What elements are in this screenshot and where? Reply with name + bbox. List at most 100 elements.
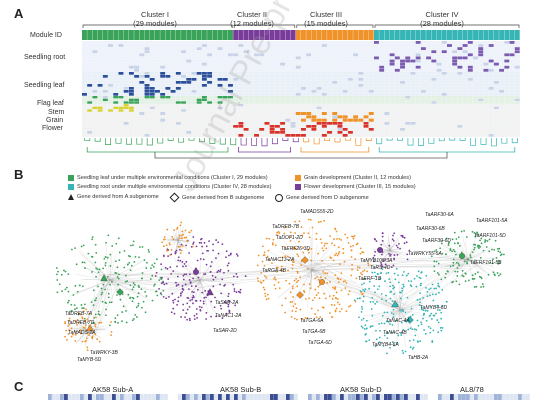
panel-c-cell	[152, 394, 156, 400]
gene-label: TaMYB108-3A	[360, 258, 392, 264]
panel-c-cell	[144, 394, 148, 400]
gene-label: TaNAC-4B	[383, 330, 407, 336]
panel-c-title-sub-d: AK58 Sub-D	[340, 385, 382, 394]
panel-c-cell	[132, 394, 136, 400]
gene-label: TaNAC13-2A	[265, 257, 294, 263]
panel-c-cell	[140, 394, 144, 400]
panel-c-cell	[60, 394, 64, 400]
gene-label: TaDREB-7A	[65, 311, 92, 317]
panel-c-cell	[186, 394, 190, 400]
panel-c-cell	[246, 394, 250, 400]
panel-c-cell	[52, 394, 56, 400]
panel-c-cell	[376, 394, 380, 400]
panel-c-cell	[494, 394, 498, 400]
panel-c-cell	[262, 394, 266, 400]
panel-c-cell	[518, 394, 522, 400]
panel-c-cell	[218, 394, 222, 400]
panel-c-cell	[238, 394, 242, 400]
panel-c-cell	[462, 394, 466, 400]
gene-label: TaERF-1B	[358, 276, 381, 282]
gene-label: TaHB-2A	[408, 355, 428, 361]
panel-c-cell	[502, 394, 506, 400]
gene-label: TaARF30-6B	[416, 226, 445, 232]
panel-c-cell	[76, 394, 80, 400]
panel-c-cell	[226, 394, 230, 400]
panel-c-cell	[222, 394, 226, 400]
panel-c-cell	[178, 394, 182, 400]
panel-c-title-sub-b: AK58 Sub-B	[220, 385, 261, 394]
gene-label: TaRS-4D	[370, 265, 390, 271]
panel-c-cell	[320, 394, 324, 400]
panel-c-cell	[388, 394, 392, 400]
panel-c-cell	[190, 394, 194, 400]
panel-c-cell	[88, 394, 92, 400]
panel-c-cell	[514, 394, 518, 400]
panel-c-cell	[156, 394, 160, 400]
panel-c-cell	[84, 394, 88, 400]
panel-c-cell	[332, 394, 336, 400]
panel-c-cell	[420, 394, 424, 400]
gene-label: TaNAC1-2A	[215, 313, 242, 319]
panel-c-cell	[506, 394, 510, 400]
panel-c-cell	[466, 394, 470, 400]
panel-c-cell	[194, 394, 198, 400]
panel-c-cell	[526, 394, 530, 400]
panel-c-cell	[404, 394, 408, 400]
panel-c-cell	[202, 394, 206, 400]
gene-label: TaERF26-3D	[281, 246, 310, 252]
panel-c-cell	[286, 394, 290, 400]
panel-c-cell	[482, 394, 486, 400]
gene-label: TaERF101-5B	[470, 260, 502, 266]
panel-c-cell	[294, 394, 298, 400]
panel-c-cell	[400, 394, 404, 400]
gene-label: TaARF30-6A	[425, 212, 454, 218]
panel-label-c: C	[14, 379, 23, 394]
panel-c-cell	[116, 394, 120, 400]
gene-label: TaDREB-7D	[67, 320, 94, 326]
panel-c-cell	[120, 394, 124, 400]
gene-label: TaARF30-6D	[422, 238, 451, 244]
panel-c-cell	[96, 394, 100, 400]
panel-c-cell	[458, 394, 462, 400]
panel-c-cell	[80, 394, 84, 400]
panel-c-cell	[308, 394, 312, 400]
panel-c-cell	[214, 394, 218, 400]
panel-c-cell	[56, 394, 60, 400]
panel-c-cell	[396, 394, 400, 400]
panel-c-cell	[356, 394, 360, 400]
panel-c-cell	[164, 394, 168, 400]
panel-c-cell	[486, 394, 490, 400]
panel-c-cell	[282, 394, 286, 400]
panel-c-cell	[408, 394, 412, 400]
panel-c-cell	[490, 394, 494, 400]
panel-c-cell	[112, 394, 116, 400]
gene-label: TaMADS-2A	[68, 330, 96, 336]
panel-c-cell	[384, 394, 388, 400]
panel-c-cell	[100, 394, 104, 400]
gene-label: TaRGA-4B	[262, 268, 286, 274]
gene-label: TaDOF1-2D	[276, 235, 303, 241]
panel-c-cell	[250, 394, 254, 400]
panel-c-cell	[160, 394, 164, 400]
panel-c-cell	[474, 394, 478, 400]
panel-c-cell	[258, 394, 262, 400]
panel-c-cell	[230, 394, 234, 400]
panel-c-cell	[416, 394, 420, 400]
panel-c-cell	[470, 394, 474, 400]
panel-c-cell	[328, 394, 332, 400]
panel-c-cell	[348, 394, 352, 400]
panel-c-cell	[446, 394, 450, 400]
panel-c-heatmap-strip	[0, 394, 548, 402]
panel-c-cell	[438, 394, 442, 400]
gene-label: TaMADS55-2D	[300, 209, 333, 215]
panel-c-cell	[372, 394, 376, 400]
panel-c-cell	[510, 394, 514, 400]
gene-label: TaMYB4-6D	[420, 305, 447, 311]
gene-label: TaNAC-4A	[386, 318, 410, 324]
gene-label: TaWRKY-3B	[90, 350, 118, 356]
gene-label: TaMYB4-6A	[372, 342, 399, 348]
panel-c-cell	[206, 394, 210, 400]
gene-label: TaSAR-2D	[213, 328, 237, 334]
panel-c-cell	[64, 394, 68, 400]
